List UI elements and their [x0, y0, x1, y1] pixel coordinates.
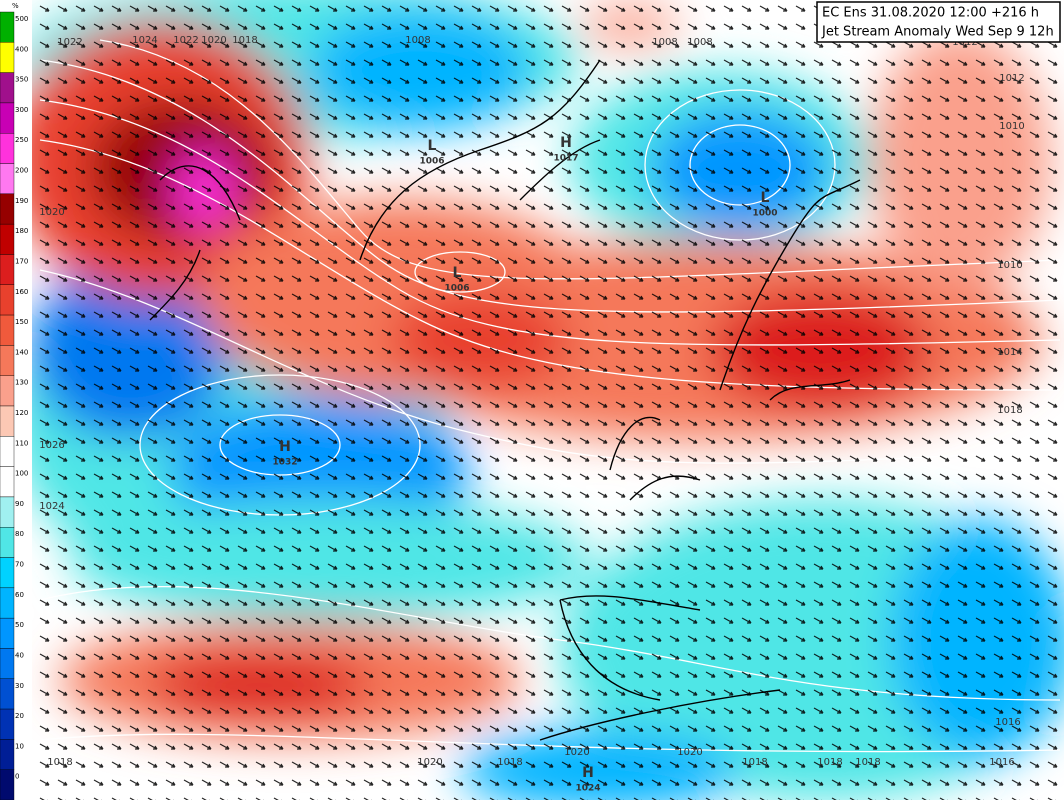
colorbar-label: 180 [15, 227, 28, 235]
colorbar-cell [0, 648, 15, 679]
pressure-center-letter: L [428, 138, 437, 154]
colorbar-cell [0, 527, 15, 558]
colorbar-label: 160 [15, 288, 28, 296]
pressure-center-letter: H [560, 135, 572, 151]
colorbar-unit: % [12, 2, 19, 10]
isobar-label: 1010 [997, 260, 1022, 271]
isobar-label: 1018 [817, 757, 842, 768]
colorbar-cell [0, 72, 15, 104]
isobar-label: 1010 [999, 121, 1024, 132]
isobar-label: 1022 [173, 35, 198, 46]
isobar-label: 1020 [39, 207, 64, 218]
colorbar-cell [0, 314, 15, 346]
colorbar-cell [0, 557, 15, 589]
title-line-2: Jet Stream Anomaly Wed Sep 9 12h [821, 25, 1054, 40]
colorbar-label: 350 [15, 76, 28, 84]
title-line-1: EC Ens 31.08.2020 12:00 +216 h [822, 6, 1039, 21]
pressure-center-letter: H [279, 439, 291, 455]
colorbar-cell [0, 375, 15, 407]
colorbar-cell [0, 587, 15, 619]
colorbar-label: 300 [15, 106, 28, 114]
colorbar-cell [0, 223, 15, 255]
wind-arrows [32, 0, 1064, 800]
colorbar-cell [0, 436, 15, 467]
colorbar-label: 80 [15, 530, 24, 538]
isobar-label: 1020 [417, 757, 442, 768]
colorbar-cell [0, 193, 15, 225]
colorbar-label: 40 [15, 651, 24, 659]
isobar-label: 1024 [132, 35, 157, 46]
colorbar-label: 130 [15, 379, 28, 387]
pressure-center-letter: L [453, 265, 462, 281]
colorbar: % 50040035030025020019018017016015014013… [0, 0, 32, 801]
pressure-center-letter: L [761, 190, 770, 206]
colorbar-cell [0, 11, 15, 43]
colorbar-cell [0, 708, 15, 740]
colorbar-label: 120 [15, 409, 28, 417]
title-frame [816, 1, 1061, 43]
colorbar-label: 20 [15, 712, 24, 720]
isobar-label: 1018 [997, 405, 1022, 416]
colorbar-label: 140 [15, 348, 28, 356]
colorbar-label: 0 [15, 773, 19, 781]
colorbar-label: 70 [15, 561, 24, 569]
pressure-center-value: 1017 [553, 154, 578, 164]
title-box: EC Ens 31.08.2020 12:00 +216 h Jet Strea… [816, 1, 1061, 43]
isobar-label: 1018 [497, 757, 522, 768]
isobar-label: 1024 [39, 501, 64, 512]
isobar-label: 1020 [564, 747, 589, 758]
isobar-label: 1008 [687, 37, 712, 48]
pressure-center-value: 1024 [575, 784, 600, 794]
colorbar-cell [0, 163, 15, 195]
isobar-label: 1018 [742, 757, 767, 768]
colorbar-cell [0, 254, 15, 285]
colorbar-label: 90 [15, 500, 24, 508]
colorbar-cell [0, 466, 15, 498]
colorbar-label: 50 [15, 621, 24, 629]
isobar-label: 1008 [405, 35, 430, 46]
colorbar-label: 250 [15, 136, 28, 144]
colorbar-label: 30 [15, 682, 24, 690]
colorbar-label: 500 [15, 15, 28, 23]
colorbar-cell [0, 345, 15, 376]
isobar-label: 1020 [677, 747, 702, 758]
colorbar-cell [0, 617, 15, 649]
colorbar-cell [0, 133, 15, 164]
colorbar-cell [0, 405, 15, 437]
colorbar-cell [0, 739, 15, 770]
isobar-label: 1008 [652, 37, 677, 48]
colorbar-label: 170 [15, 257, 28, 265]
colorbar-cell [0, 496, 15, 528]
isobar-label: 1022 [57, 37, 82, 48]
colorbar-label: 190 [15, 197, 28, 205]
colorbar-cell [0, 284, 15, 316]
pressure-center-letter: H [582, 765, 594, 781]
isobar-label: 1018 [855, 757, 880, 768]
colorbar-cell [0, 769, 15, 801]
colorbar-label: 10 [15, 742, 24, 750]
colorbar-cell [0, 678, 15, 710]
coastlines [149, 59, 861, 741]
pressure-center-value: 1006 [419, 157, 444, 167]
isobar-label: 1020 [201, 35, 226, 46]
isobar-label: 1018 [232, 35, 257, 46]
isobar-label: 1014 [997, 347, 1022, 358]
colorbar-label: 400 [15, 45, 28, 53]
pressure-center-value: 1006 [444, 284, 469, 294]
colorbar-label: 150 [15, 318, 28, 326]
colorbar-label: 60 [15, 591, 24, 599]
colorbar-label: 110 [15, 439, 28, 447]
pressure-center-value: 1000 [752, 209, 777, 219]
colorbar-label: 100 [15, 470, 28, 478]
isobar-label: 1016 [995, 717, 1020, 728]
pressure-center-value: 1032 [272, 458, 297, 468]
colorbar-cell [0, 42, 15, 73]
colorbar-cell [0, 102, 15, 134]
isobar-label: 1026 [39, 440, 64, 451]
colorbar-label: 200 [15, 167, 28, 175]
isobar-label: 1018 [47, 757, 72, 768]
isobar-label: 1012 [999, 73, 1024, 84]
isobar-label: 1016 [989, 757, 1014, 768]
